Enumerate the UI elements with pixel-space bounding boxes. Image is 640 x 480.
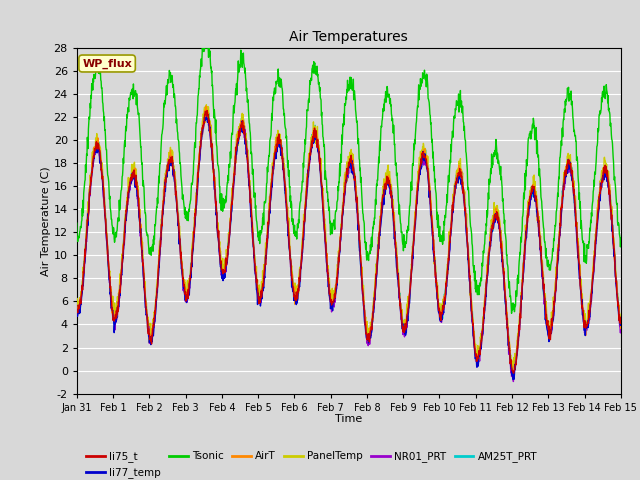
Legend: li75_t, li77_temp, Tsonic, AirT, PanelTemp, NR01_PRT, AM25T_PRT: li75_t, li77_temp, Tsonic, AirT, PanelTe… xyxy=(82,447,541,480)
X-axis label: Time: Time xyxy=(335,414,362,424)
Title: Air Temperatures: Air Temperatures xyxy=(289,30,408,44)
Y-axis label: Air Temperature (C): Air Temperature (C) xyxy=(41,166,51,276)
Text: WP_flux: WP_flux xyxy=(82,59,132,69)
